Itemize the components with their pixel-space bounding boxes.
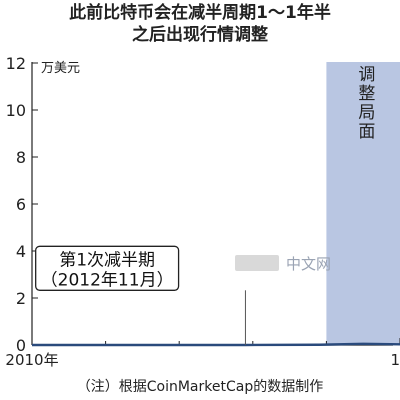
halving-callout-1: 第1次减半期（2012年11月） — [35, 245, 246, 345]
halving-callout-title: 第1次减半期 — [59, 250, 155, 270]
adjustment-band-label-char: 调 — [358, 65, 375, 85]
y-tick-label: 2 — [16, 289, 26, 308]
watermark-logo — [235, 255, 279, 271]
adjustment-band-label-char: 整 — [358, 84, 375, 104]
x-tick-label: 15 — [390, 351, 400, 369]
y-tick-label: 10 — [6, 101, 26, 120]
y-axis-unit-label: 万美元 — [41, 61, 80, 76]
x-tick-label: 2010年 — [5, 351, 58, 369]
halving-callout-date: （2012年11月） — [41, 270, 174, 290]
y-tick-label: 12 — [6, 54, 26, 73]
source-note: （注）根据CoinMarketCap的数据制作 — [0, 376, 400, 396]
halving-callout-box — [35, 245, 180, 291]
y-tick-label: 6 — [16, 195, 26, 214]
halving-markers: 第1次减半期（2012年11月）第2次（16/7）第3次（20/5）第4次（24… — [35, 245, 246, 345]
source-note-source: CoinMarketCap — [146, 379, 254, 395]
axes: 024681012万美元2010年152025 — [5, 54, 400, 369]
adjustment-band-1 — [326, 62, 400, 345]
y-tick-label: 0 — [16, 336, 26, 355]
source-note-suffix: 的数据制作 — [253, 379, 324, 395]
chart-title-line-2: 之后出现行情调整 — [132, 25, 268, 45]
adjustment-band-label-char: 面 — [358, 122, 375, 142]
y-tick-label: 8 — [16, 148, 26, 167]
watermark-text: 中文网 — [286, 255, 331, 273]
chart-title-line-1: 此前比特币会在减半周期1～1年半 — [69, 3, 331, 23]
source-note-prefix: （注）根据 — [76, 379, 147, 395]
watermark: 中文网 — [235, 255, 331, 273]
adjustment-band-label-char: 局 — [358, 103, 375, 123]
chart-title: 此前比特币会在减半周期1～1年半 之后出现行情调整 — [0, 2, 400, 46]
y-tick-label: 4 — [16, 242, 26, 261]
